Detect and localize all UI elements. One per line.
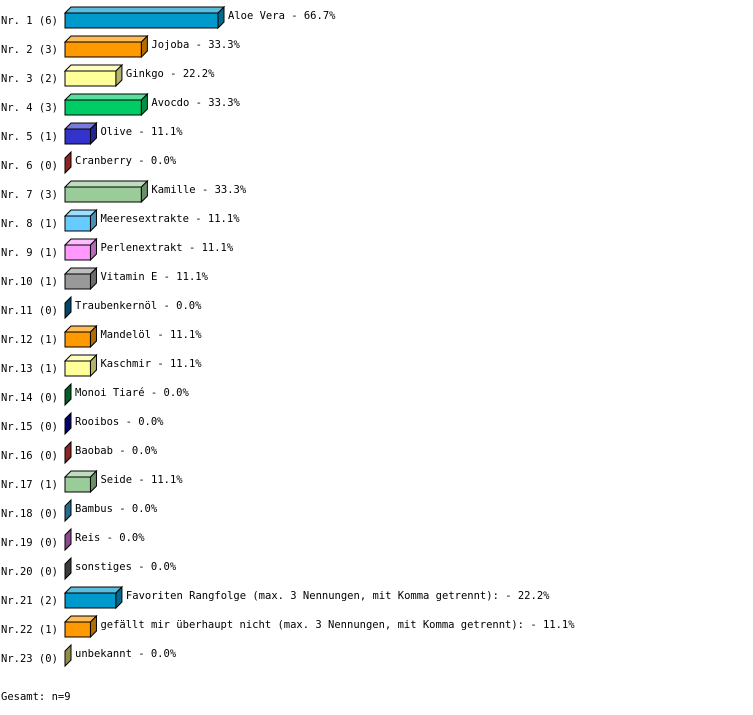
row-label: Nr.13 (1) [1, 363, 58, 375]
bar-side [89, 353, 97, 378]
row-label: Nr. 1 (6) [1, 15, 58, 27]
row-label: Nr. 5 (1) [1, 131, 58, 143]
bar-top [63, 586, 124, 594]
bar-value-label: Traubenkernöl - 0.0% [75, 300, 202, 312]
bar-value-label: Perlenextrakt - 11.1% [100, 242, 233, 254]
bar-top [63, 35, 149, 43]
row-label: Nr.17 (1) [1, 479, 58, 491]
bar-side [64, 295, 72, 320]
row-label: Nr. 9 (1) [1, 247, 58, 259]
row-label: Nr.12 (1) [1, 334, 58, 346]
bar [64, 41, 142, 58]
bar-value-label: Favoriten Rangfolge (max. 3 Nennungen, m… [126, 590, 550, 602]
bar-value-label: Kamille - 33.3% [151, 184, 247, 196]
total-label: Gesamt: n=9 [1, 691, 71, 703]
bar-top [63, 180, 149, 188]
bar-value-label: Baobab - 0.0% [75, 445, 158, 457]
bar-top [63, 64, 124, 72]
bar [64, 621, 91, 638]
bar-value-label: Avocdo - 33.3% [151, 97, 240, 109]
bar-value-label: sonstiges - 0.0% [75, 561, 177, 573]
bar-value-label: Monoi Tiaré - 0.0% [75, 387, 189, 399]
row-label: Nr. 8 (1) [1, 218, 58, 230]
row-label: Nr.10 (1) [1, 276, 58, 288]
bar-side [217, 5, 225, 30]
bar-value-label: Meeresextrakte - 11.1% [100, 213, 240, 225]
bar [64, 360, 91, 377]
bar-side [64, 150, 72, 175]
bar-top [63, 93, 149, 101]
bar-value-label: Olive - 11.1% [100, 126, 183, 138]
bar-side [140, 179, 148, 204]
row-label: Nr.18 (0) [1, 508, 58, 520]
bar-value-label: Aloe Vera - 66.7% [228, 10, 336, 22]
bar-side [89, 121, 97, 146]
bar-side [89, 208, 97, 233]
row-label: Nr.11 (0) [1, 305, 58, 317]
bar [64, 70, 117, 87]
bar-side [89, 237, 97, 262]
bar [64, 128, 91, 145]
bar-side [64, 498, 72, 523]
bar [64, 244, 91, 261]
bar [64, 273, 91, 290]
bar-value-label: Jojoba - 33.3% [151, 39, 240, 51]
bar [64, 12, 219, 29]
bar [64, 476, 91, 493]
bar-side [64, 643, 72, 668]
bar-side [89, 266, 97, 291]
row-label: Nr.16 (0) [1, 450, 58, 462]
bar-value-label: Bambus - 0.0% [75, 503, 158, 515]
bar-side [140, 34, 148, 59]
bar [64, 592, 117, 609]
bar-top [63, 6, 226, 14]
bar [64, 186, 142, 203]
bar-side [64, 411, 72, 436]
bar [64, 99, 142, 116]
row-label: Nr. 3 (2) [1, 73, 58, 85]
row-label: Nr.22 (1) [1, 624, 58, 636]
bar-side [64, 556, 72, 581]
bar-side [64, 527, 72, 552]
row-label: Nr. 6 (0) [1, 160, 58, 172]
row-label: Nr.14 (0) [1, 392, 58, 404]
bar-side [89, 469, 97, 494]
row-label: Nr.21 (2) [1, 595, 58, 607]
bar-value-label: Ginkgo - 22.2% [126, 68, 215, 80]
bar-value-label: Mandelöl - 11.1% [100, 329, 202, 341]
bar-side [140, 92, 148, 117]
row-label: Nr.23 (0) [1, 653, 58, 665]
bar-value-label: Vitamin E - 11.1% [100, 271, 208, 283]
bar-side [64, 440, 72, 465]
bar-side [115, 585, 123, 610]
bar-value-label: unbekannt - 0.0% [75, 648, 177, 660]
row-label: Nr. 4 (3) [1, 102, 58, 114]
bar-side [89, 614, 97, 639]
row-label: Nr. 2 (3) [1, 44, 58, 56]
bar-value-label: Rooibos - 0.0% [75, 416, 164, 428]
row-label: Nr.15 (0) [1, 421, 58, 433]
bar-value-label: Cranberry - 0.0% [75, 155, 177, 167]
bar-value-label: Seide - 11.1% [100, 474, 183, 486]
bar-value-label: Reis - 0.0% [75, 532, 145, 544]
bar [64, 215, 91, 232]
row-label: Nr. 7 (3) [1, 189, 58, 201]
bar-value-label: gefällt mir überhaupt nicht (max. 3 Nenn… [100, 619, 575, 631]
row-label: Nr.19 (0) [1, 537, 58, 549]
bar-side [64, 382, 72, 407]
row-label: Nr.20 (0) [1, 566, 58, 578]
bar-side [89, 324, 97, 349]
bar-value-label: Kaschmir - 11.1% [100, 358, 202, 370]
bar [64, 331, 91, 348]
bar-side [115, 63, 123, 88]
